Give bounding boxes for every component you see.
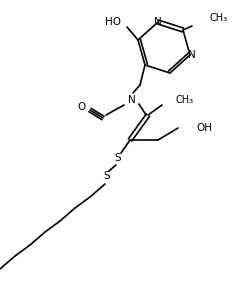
- Text: S: S: [115, 153, 121, 163]
- Text: N: N: [128, 95, 136, 105]
- Text: O: O: [78, 102, 86, 112]
- Text: CH₃: CH₃: [175, 95, 193, 105]
- Text: HO: HO: [105, 17, 121, 27]
- Text: S: S: [104, 171, 110, 181]
- Text: CH₃: CH₃: [210, 13, 228, 23]
- Text: N: N: [188, 50, 196, 60]
- Text: OH: OH: [196, 123, 212, 133]
- Text: N: N: [154, 17, 162, 27]
